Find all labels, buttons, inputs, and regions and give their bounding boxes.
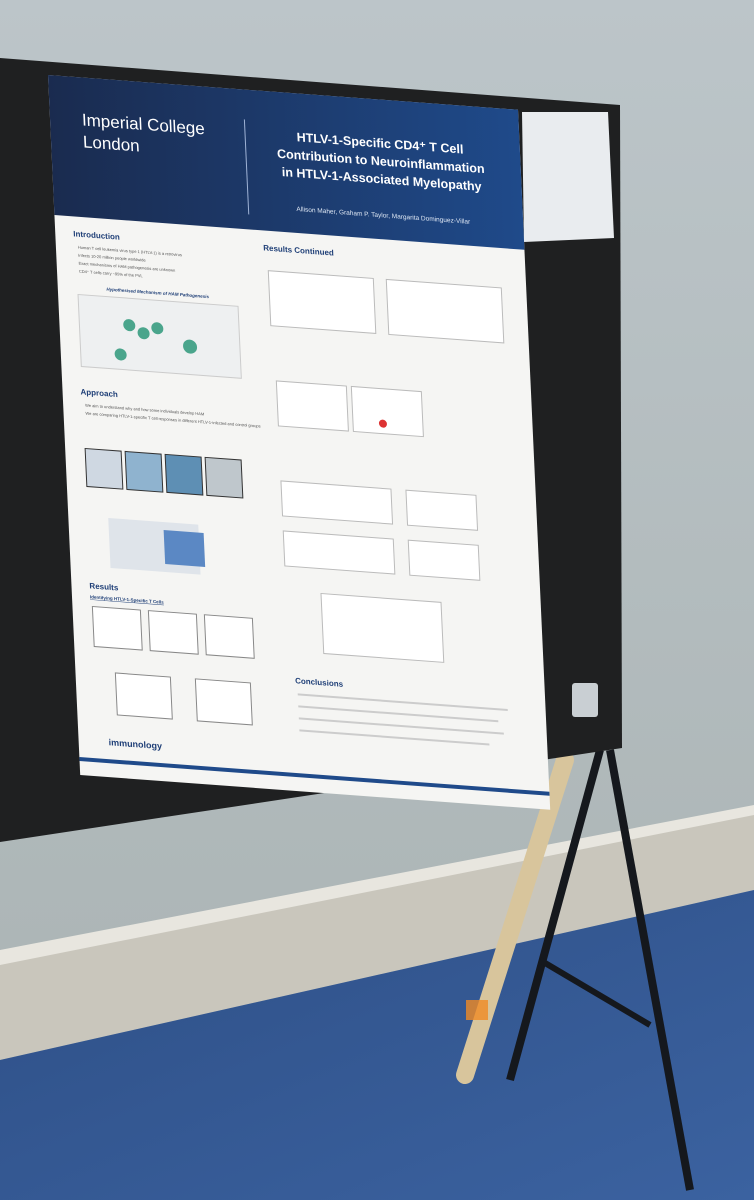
easel-leg [606, 749, 694, 1191]
chart-panel [350, 385, 424, 438]
text-line [297, 693, 508, 711]
chart-panel [385, 278, 505, 344]
figure-cell [151, 322, 164, 335]
figure-box [124, 450, 164, 493]
figure-cell [123, 319, 136, 332]
chart-panel [267, 270, 377, 334]
bullet: CD4⁺ T cells carry ~95% of the PVL [79, 269, 144, 279]
text-line [299, 729, 490, 746]
plot [114, 672, 173, 720]
figure-box [204, 456, 244, 499]
section-heading: Introduction [73, 229, 120, 241]
cup [572, 683, 598, 717]
figure-shape [163, 530, 206, 567]
text-line [298, 717, 504, 735]
section-heading: Conclusions [295, 676, 344, 689]
footer-line [79, 757, 550, 796]
easel-brace [538, 957, 652, 1028]
bullet: Infects 10-20 million people worldwide [78, 253, 146, 263]
figure-box [164, 453, 204, 496]
figure [77, 293, 242, 379]
chart-panel [407, 539, 481, 581]
plot [147, 610, 199, 655]
plot [91, 605, 143, 651]
subheading: Identifying HTLV-1-Specific T Cells [90, 594, 165, 604]
chart-panel [275, 380, 349, 432]
figure-cell [114, 348, 127, 361]
section-heading: Approach [80, 387, 118, 399]
logo: immunology [108, 737, 162, 751]
baseboard-trim [0, 805, 754, 965]
plot-dot [378, 419, 387, 428]
poster-tube [456, 751, 574, 1084]
chart-panel [282, 530, 396, 575]
plot [194, 678, 253, 726]
tube-band [466, 1000, 488, 1020]
poster-header [48, 75, 525, 250]
figure-cell [183, 339, 198, 354]
chart-panel [405, 489, 479, 531]
institution: London [83, 132, 141, 155]
figure-cell [137, 327, 150, 340]
easel-leg [506, 748, 604, 1082]
plot [203, 614, 255, 659]
chart-panel [280, 480, 394, 525]
note-sheet [522, 112, 614, 242]
poster: Imperial College London HTLV-1-Specific … [48, 75, 551, 810]
chart-panel [320, 592, 445, 663]
carpet [0, 890, 754, 1200]
divider [243, 119, 250, 215]
text-line [298, 705, 499, 723]
section-heading: Results [89, 581, 119, 592]
figure-box [84, 447, 124, 490]
